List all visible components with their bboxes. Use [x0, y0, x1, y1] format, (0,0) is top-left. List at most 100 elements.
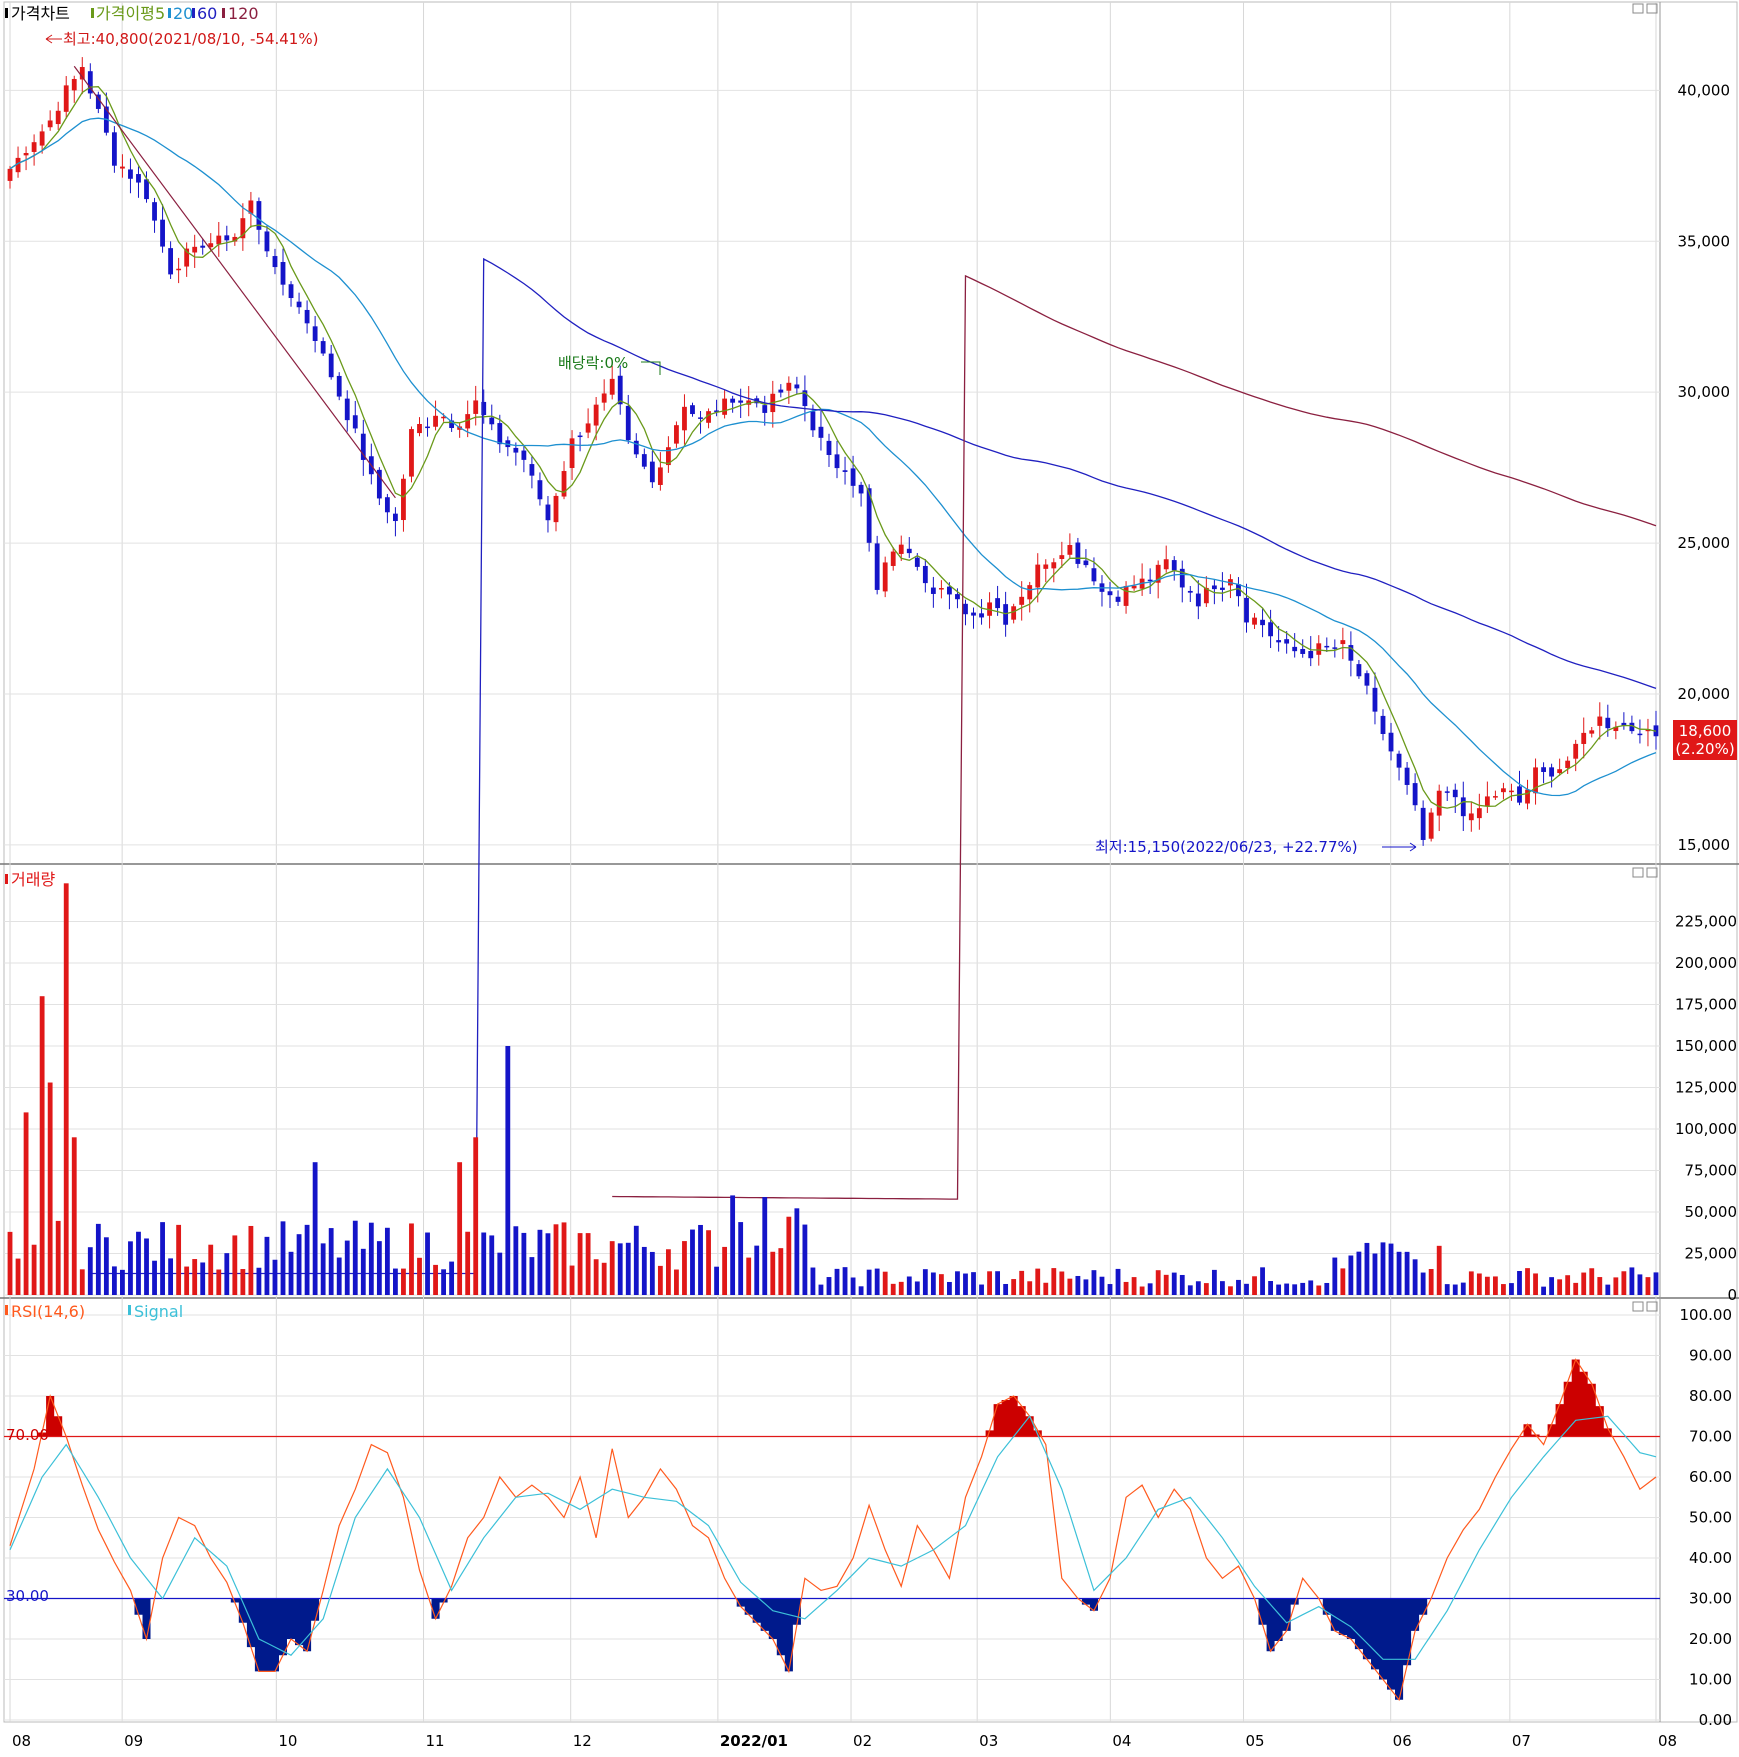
price-y-tick-label: 35,000 — [1678, 232, 1731, 250]
volume-bar — [1252, 1276, 1257, 1295]
price-candle — [1380, 709, 1386, 741]
price-candle — [1244, 583, 1249, 633]
price-candle — [786, 376, 792, 404]
volume-bar — [344, 1240, 350, 1295]
price-candle — [1043, 559, 1049, 583]
price-candle — [87, 63, 93, 99]
volume-bar — [842, 1267, 848, 1295]
rsi-panel-controls[interactable] — [1632, 1301, 1658, 1312]
volume-bar — [401, 1268, 406, 1295]
signal-legend: Signal — [134, 1302, 183, 1321]
price-candle — [1573, 739, 1579, 772]
volume-bar — [111, 1266, 117, 1295]
price-candle — [79, 57, 85, 95]
price-candle — [489, 404, 495, 431]
rsi-y-tick-label: 70.00 — [1689, 1428, 1732, 1446]
volume-bar — [657, 1265, 663, 1295]
price-legend-marker — [5, 8, 8, 18]
volume-bar — [1163, 1274, 1169, 1295]
volume-panel-controls[interactable] — [1632, 867, 1658, 878]
volume-bar — [794, 1208, 800, 1295]
price-candle — [409, 426, 414, 483]
price-candle — [858, 481, 864, 507]
volume-bar — [1380, 1242, 1386, 1295]
volume-bar — [1484, 1276, 1490, 1295]
volume-bar — [1404, 1251, 1410, 1295]
price-candle — [136, 166, 141, 198]
rsi-y-tick-label: 10.00 — [1689, 1671, 1732, 1689]
price-candle — [746, 386, 752, 417]
price-candle — [208, 233, 214, 252]
price-candle — [682, 394, 687, 445]
volume-bar — [1043, 1282, 1049, 1295]
price-candle — [762, 395, 768, 426]
price-candle — [649, 450, 655, 489]
volume-bar — [1468, 1271, 1474, 1295]
price-candle — [593, 396, 599, 441]
price-candle — [1605, 704, 1611, 737]
rsi-layer — [4, 1358, 1660, 1702]
ma-legend-marker — [91, 8, 94, 18]
volume-bar — [1179, 1274, 1185, 1295]
volume-bar — [1187, 1285, 1193, 1295]
price-candle — [1107, 581, 1113, 608]
volume-bar — [312, 1162, 318, 1295]
price-candle — [1533, 758, 1538, 805]
rsi-y-tick-label: 0.00 — [1699, 1711, 1732, 1729]
price-candle — [200, 238, 206, 255]
volume-bar — [457, 1162, 463, 1295]
price-candle — [1452, 783, 1458, 813]
volume-bar — [336, 1257, 342, 1295]
volume-bar — [393, 1268, 398, 1295]
price-candle — [328, 344, 334, 380]
volume-y-tick-label: 100,000 — [1675, 1120, 1737, 1138]
volume-bar — [1517, 1271, 1522, 1295]
rsi-y-tick-label: 80.00 — [1689, 1387, 1732, 1405]
volume-bar — [280, 1221, 286, 1295]
volume-bar — [1597, 1277, 1603, 1295]
price-candle — [1171, 556, 1177, 581]
rsi-oversold-fill — [134, 1598, 1428, 1700]
volume-bar — [103, 1237, 109, 1295]
volume-bar — [1091, 1270, 1097, 1295]
volume-y-tick-label: 200,000 — [1675, 954, 1737, 972]
price-candle — [360, 419, 366, 476]
signal-legend-marker — [128, 1305, 131, 1315]
price-candle — [714, 399, 719, 417]
volume-bar — [1565, 1275, 1571, 1295]
volume-bar — [633, 1225, 639, 1295]
price-panel-controls[interactable] — [1632, 3, 1658, 14]
price-candle — [425, 417, 430, 437]
price-candle — [1051, 558, 1057, 583]
volume-bar — [7, 1231, 13, 1295]
volume-bar — [128, 1241, 133, 1295]
price-panel-title: 가격차트 — [11, 4, 70, 23]
volume-bar — [858, 1286, 864, 1295]
price-candle — [1276, 626, 1282, 652]
volume-bar — [706, 1230, 711, 1295]
price-candle — [224, 225, 230, 252]
price-candle — [465, 400, 471, 438]
volume-bar — [754, 1245, 760, 1295]
volume-bar — [1276, 1284, 1282, 1295]
volume-bar — [1268, 1281, 1273, 1295]
volume-bar — [665, 1249, 671, 1295]
price-candle — [176, 257, 182, 284]
volume-bar — [802, 1224, 808, 1295]
volume-bar — [1220, 1281, 1225, 1295]
price-candle — [1059, 541, 1065, 568]
x-tick-label: 12 — [573, 1732, 592, 1750]
price-candle — [1260, 608, 1265, 638]
price-candle — [1348, 631, 1354, 677]
price-candle — [1444, 786, 1450, 802]
price-candle — [963, 599, 968, 626]
price-candle — [1179, 560, 1185, 603]
price-candle — [280, 248, 286, 296]
volume-bar — [433, 1264, 438, 1295]
volume-bar — [465, 1231, 471, 1295]
volume-bar — [601, 1262, 607, 1295]
price-candle — [336, 372, 342, 401]
volume-bar — [1139, 1286, 1145, 1295]
price-candle — [401, 474, 406, 532]
volume-bar — [730, 1195, 736, 1295]
